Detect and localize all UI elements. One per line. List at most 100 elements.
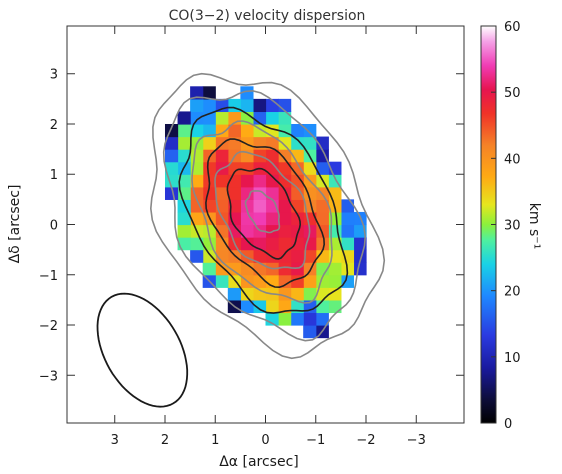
map-pixel xyxy=(177,123,191,138)
map-pixel xyxy=(265,136,279,150)
map-pixel xyxy=(303,262,317,276)
map-pixel xyxy=(202,199,216,213)
map-pixel xyxy=(315,211,329,226)
map-pixel xyxy=(340,237,355,251)
y-tick-label: −3 xyxy=(39,369,58,384)
map-pixel xyxy=(164,186,179,200)
map-pixel xyxy=(240,98,254,113)
map-pixel xyxy=(252,274,267,288)
map-pixel xyxy=(252,199,267,213)
x-tick-label: 2 xyxy=(161,433,169,448)
map-pixel xyxy=(190,174,204,188)
axis-ticks: 3 2 1 0 −1 −2 −3 3 2 1 0 −1 −2 −3 xyxy=(39,26,464,448)
map-pixel xyxy=(252,249,267,263)
y-tick-label: 0 xyxy=(50,219,58,234)
map-pixel xyxy=(315,136,329,150)
map-pixel xyxy=(328,224,342,238)
map-pixel xyxy=(240,86,254,100)
map-pixel xyxy=(340,274,355,288)
contour-line xyxy=(214,150,311,270)
map-pixel xyxy=(227,262,241,276)
map-pixel xyxy=(177,224,191,238)
map-pixel xyxy=(240,174,254,188)
map-pixel xyxy=(215,262,229,276)
y-tick-label: −2 xyxy=(39,319,58,334)
map-pixel xyxy=(215,249,229,263)
map-pixel xyxy=(202,161,216,175)
map-pixel xyxy=(265,186,279,200)
intensity-contours xyxy=(149,72,386,360)
colorbar-tick-label: 20 xyxy=(504,285,521,300)
x-axis-label: Δα [arcsec] xyxy=(219,454,299,470)
map-pixel xyxy=(177,186,191,200)
contour-line xyxy=(205,138,326,289)
map-pixel xyxy=(315,312,329,326)
map-pixel xyxy=(252,262,267,276)
map-pixel xyxy=(164,136,179,150)
colorbar-tick-label: 10 xyxy=(504,351,521,366)
map-pixel xyxy=(303,287,317,301)
map-pixel xyxy=(190,211,204,226)
map-pixel xyxy=(240,262,254,276)
map-pixel xyxy=(303,249,317,263)
map-pixel xyxy=(278,299,292,314)
x-tick-label: −1 xyxy=(306,433,325,448)
map-pixel xyxy=(278,161,292,175)
map-pixel xyxy=(240,224,254,238)
map-pixel xyxy=(315,161,329,175)
x-tick-label: 0 xyxy=(261,433,269,448)
map-pixel xyxy=(177,149,191,163)
y-axis-label: Δδ [arcsec] xyxy=(7,185,23,264)
map-pixel xyxy=(215,274,229,288)
map-pixel xyxy=(353,237,367,251)
map-pixel xyxy=(290,149,304,163)
contour-line xyxy=(178,106,349,314)
map-pixel xyxy=(190,111,204,125)
beam-shape xyxy=(96,292,189,408)
map-pixel xyxy=(278,211,292,226)
contour-line xyxy=(226,167,302,260)
map-pixel xyxy=(278,274,292,288)
map-pixel xyxy=(290,237,304,251)
map-pixel xyxy=(252,98,267,113)
x-tick-label: −2 xyxy=(356,433,375,448)
map-pixel xyxy=(252,211,267,226)
map-pixel xyxy=(265,174,279,188)
map-pixel xyxy=(265,111,279,125)
map-pixel xyxy=(215,149,229,163)
map-pixel xyxy=(202,249,216,263)
map-pixel xyxy=(303,325,317,339)
map-pixel xyxy=(177,136,191,150)
map-pixel xyxy=(265,149,279,163)
map-pixel xyxy=(227,123,241,138)
map-pixel xyxy=(215,224,229,238)
map-pixel xyxy=(227,186,241,200)
map-pixel xyxy=(278,199,292,213)
map-pixel xyxy=(252,287,267,301)
y-tick-label: 3 xyxy=(50,68,58,83)
colorbar-ticks: 0 10 20 30 40 50 60 xyxy=(491,20,521,432)
map-pixel xyxy=(290,312,304,326)
map-pixel xyxy=(240,186,254,200)
map-pixel xyxy=(265,161,279,175)
map-pixel xyxy=(290,186,304,200)
colorbar-label: km s⁻¹ xyxy=(526,203,542,250)
colorbar-tick-label: 30 xyxy=(504,219,521,234)
map-pixel xyxy=(164,161,179,175)
map-pixel xyxy=(315,149,329,163)
map-pixel xyxy=(240,161,254,175)
contour-line xyxy=(244,190,281,234)
map-pixel xyxy=(202,224,216,238)
contour-line xyxy=(191,120,333,304)
map-pixel xyxy=(328,274,342,288)
contour-line xyxy=(149,72,386,360)
map-pixel xyxy=(278,249,292,263)
map-pixel xyxy=(303,161,317,175)
map-pixel xyxy=(177,111,191,125)
map-pixel xyxy=(278,312,292,326)
map-pixel xyxy=(278,237,292,251)
map-pixel xyxy=(190,199,204,213)
map-pixel xyxy=(340,199,355,213)
y-tick-label: 2 xyxy=(50,118,58,133)
